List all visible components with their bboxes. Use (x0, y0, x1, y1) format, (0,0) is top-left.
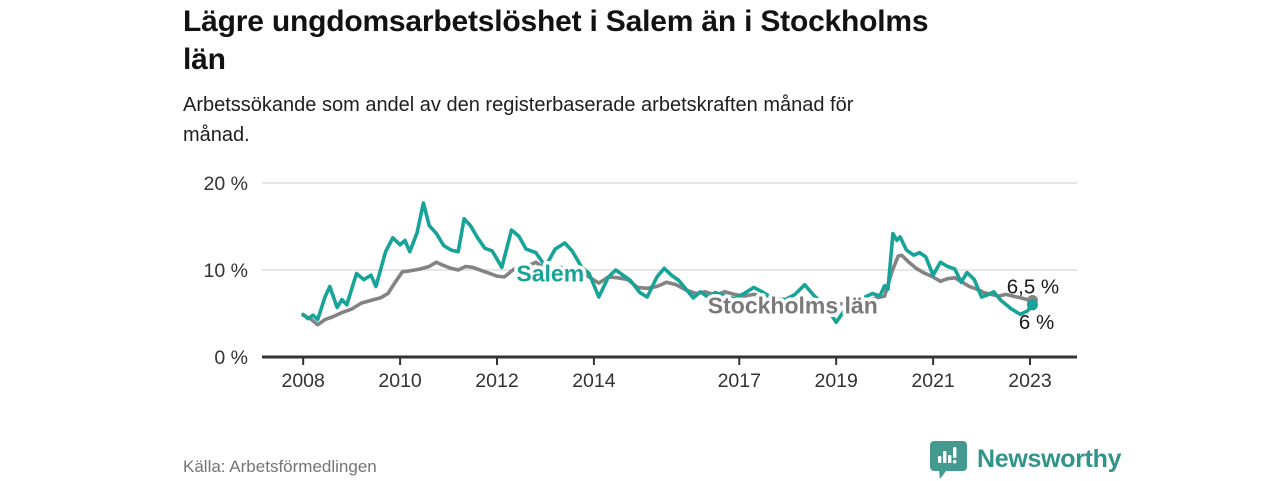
page-title: Lägre ungdomsarbetslöshet i Salem än i S… (183, 3, 1103, 79)
x-tick-label: 2021 (911, 370, 954, 392)
page-title-line-1: Lägre ungdomsarbetslöshet i Salem än i S… (183, 5, 929, 38)
end-dot-salem (1026, 299, 1038, 311)
x-tick-label: 2023 (1008, 370, 1051, 392)
y-tick-label: 20 % (204, 173, 248, 195)
series-line-salem (301, 201, 1035, 325)
bar-chart-glyph (938, 447, 957, 464)
page-subtitle-line-2: månad. (183, 124, 250, 146)
x-tick-label: 2008 (281, 370, 324, 392)
series-labels: Stockholms län Salem (513, 257, 881, 322)
series-line-stockholms-lan (301, 253, 1035, 327)
x-tick-label: 2012 (475, 370, 518, 392)
y-tick-label: 0 % (214, 347, 248, 369)
y-tick-labels: 0 % 10 % 20 % (204, 173, 248, 369)
newsworthy-brand-name: Newsworthy (977, 445, 1122, 473)
end-value-label-salem: 6 % (1019, 311, 1054, 334)
source-note: Källa: Arbetsförmedlingen (183, 457, 377, 476)
page-subtitle: Arbetssökande som andel av den registerb… (183, 90, 1063, 150)
page-subtitle-line-1: Arbetssökande som andel av den registerb… (183, 94, 854, 116)
series-end-dots (1026, 294, 1038, 311)
series-label-salem: Salem (516, 260, 584, 286)
series-label-stockholms-lan: Stockholms län (708, 293, 878, 319)
x-axis (262, 355, 1077, 365)
newsworthy-logo: Newsworthy (930, 441, 1122, 481)
x-tick-label: 2017 (718, 370, 761, 392)
page-title-line-2: län (183, 43, 226, 76)
y-tick-label: 10 % (204, 260, 248, 282)
grid-lines (262, 182, 1077, 271)
x-tick-label: 2019 (814, 370, 857, 392)
x-tick-labels: 2008 2010 2012 2014 2017 2019 2021 2023 (281, 370, 1051, 392)
newsworthy-logo-icon (930, 441, 967, 479)
series-lines (301, 201, 1035, 327)
x-tick-label: 2014 (572, 370, 616, 392)
end-value-labels: 6,5 % 6 % (1007, 275, 1059, 334)
end-value-label-stockholms-lan: 6,5 % (1007, 275, 1059, 298)
x-tick-label: 2010 (378, 370, 422, 392)
